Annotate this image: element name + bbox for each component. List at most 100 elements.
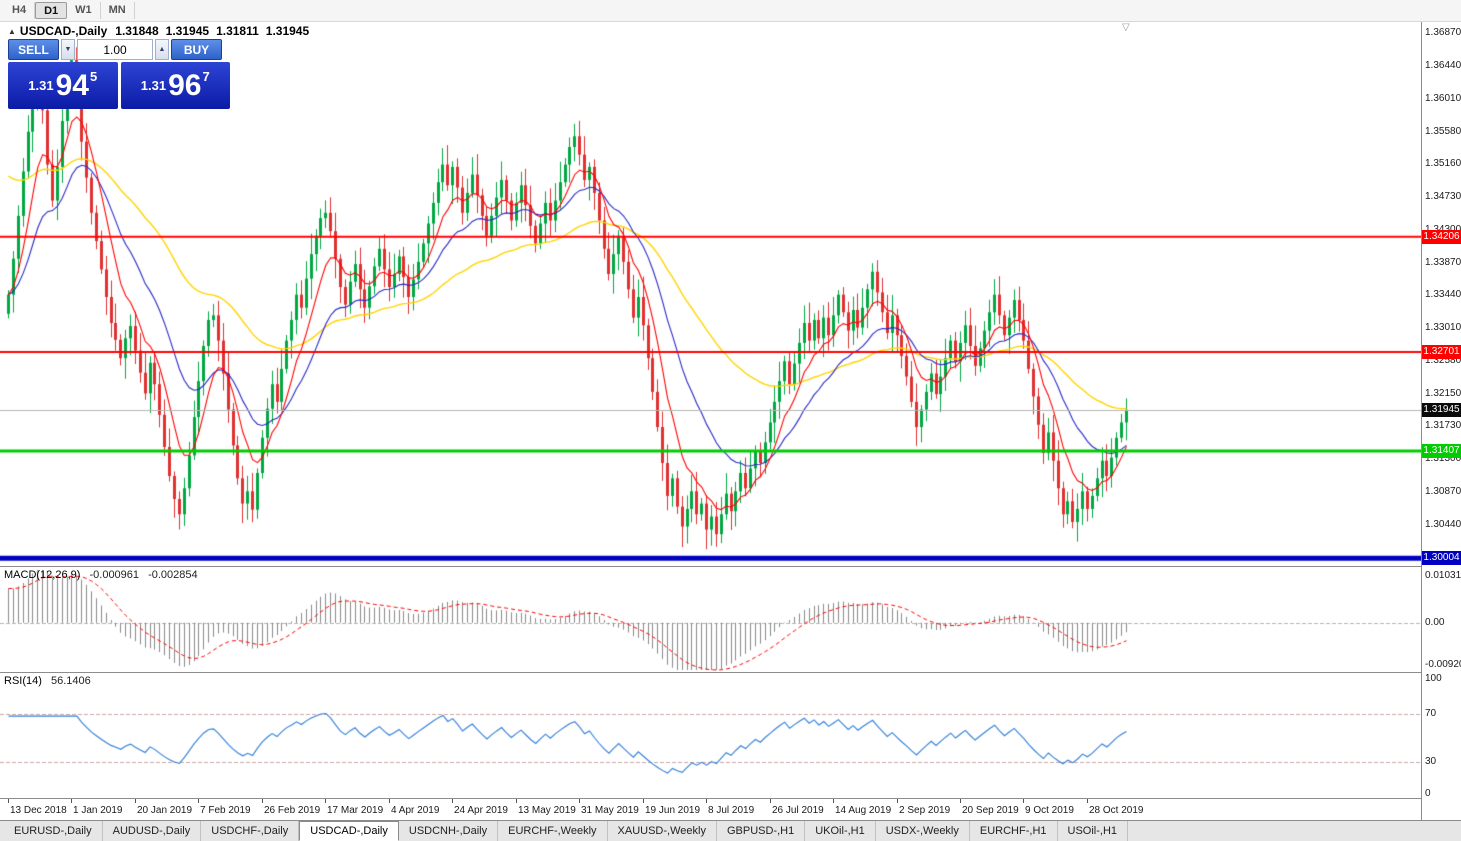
time-axis-tick xyxy=(389,799,390,803)
chart-tab-xauusd-weekly[interactable]: XAUUSD-,Weekly xyxy=(608,821,717,841)
price-tag-support-blue: 1.30004 xyxy=(1422,551,1461,566)
chart-tab-usoil-h1[interactable]: USOil-,H1 xyxy=(1058,821,1129,841)
volume-increase-button[interactable]: ▲ xyxy=(155,39,169,60)
volume-input[interactable] xyxy=(77,39,153,60)
chart-tab-audusd-daily[interactable]: AUDUSD-,Daily xyxy=(103,821,202,841)
time-axis[interactable]: 13 Dec 2018 1 Jan 2019 20 Jan 2019 7 Feb 20… xyxy=(0,798,1421,820)
chart-tab-eurchf-weekly[interactable]: EURCHF-,Weekly xyxy=(498,821,608,841)
bid-pip-digit: 5 xyxy=(89,69,98,84)
time-axis-tick xyxy=(1023,799,1024,803)
price-axis-label: 1.33870 xyxy=(1425,256,1461,268)
chart-tab-gbpusd-h1[interactable]: GBPUSD-,H1 xyxy=(717,821,806,841)
price-axis-label: 1.35160 xyxy=(1425,157,1461,169)
price-axis-label: 1.36010 xyxy=(1425,92,1461,104)
time-axis-tick xyxy=(262,799,263,803)
time-axis-label: 4 Apr 2019 xyxy=(391,805,440,816)
macd-axis-label: 0.00 xyxy=(1425,616,1445,628)
macd-signal-value: -0.002854 xyxy=(148,569,198,581)
time-axis-tick xyxy=(325,799,326,803)
price-axis[interactable]: 1.36870 1.36440 1.36010 1.35580 1.35160 1.347… xyxy=(1421,22,1461,820)
chart-tab-eurchf-h1[interactable]: EURCHF-,H1 xyxy=(970,821,1058,841)
chart-title: ▲ USDCAD-,Daily 1.31848 1.31945 1.31811 … xyxy=(8,24,316,38)
time-axis-label: 20 Sep 2019 xyxy=(962,805,1019,816)
macd-name: MACD(12,26,9) xyxy=(4,569,81,581)
time-axis-label: 19 Jun 2019 xyxy=(645,805,701,816)
ask-price-display[interactable]: 1.31 96 7 xyxy=(120,62,230,109)
chart-close-value: 1.31945 xyxy=(265,24,310,38)
price-axis-label: 1.34730 xyxy=(1425,190,1461,202)
sell-button[interactable]: SELL xyxy=(8,39,59,60)
time-axis-tick xyxy=(516,799,517,803)
time-axis-tick xyxy=(833,799,834,803)
time-axis-label: 14 Aug 2019 xyxy=(835,805,892,816)
rsi-value: 56.1406 xyxy=(50,675,91,687)
chart-tab-bar: EURUSD-,Daily AUDUSD-,Daily USDCHF-,Daily U… xyxy=(0,820,1461,841)
macd-main-value: -0.000961 xyxy=(89,569,140,581)
chart-window: ▽ ▲ USDCAD-,Daily 1.31848 1.31945 1.3181… xyxy=(0,22,1461,820)
trade-controls-row: SELL ▼ ▲ BUY xyxy=(8,39,230,60)
timeframe-toolbar: H4 D1 W1 MN xyxy=(0,0,1461,22)
price-tag-resistance-mid: 1.32701 xyxy=(1422,344,1461,359)
time-axis-label: 26 Jul 2019 xyxy=(772,805,824,816)
macd-axis-label: 0.010311 xyxy=(1425,570,1461,581)
time-axis-label: 1 Jan 2019 xyxy=(73,805,123,816)
bid-price-display[interactable]: 1.31 94 5 xyxy=(8,62,118,109)
rsi-axis-label: 30 xyxy=(1425,756,1437,767)
ask-big-digits: 96 xyxy=(168,68,202,102)
time-axis-tick xyxy=(452,799,453,803)
time-axis-label: 13 Dec 2018 xyxy=(10,805,67,816)
time-axis-label: 28 Oct 2019 xyxy=(1089,805,1144,816)
time-axis-label: 13 May 2019 xyxy=(518,805,576,816)
one-click-toggle-icon[interactable]: ▲ xyxy=(8,26,16,36)
chart-tab-ukoil-h1[interactable]: UKOil-,H1 xyxy=(805,821,876,841)
rsi-axis-label: 0 xyxy=(1425,788,1431,799)
timeframe-button-d1[interactable]: D1 xyxy=(35,2,68,19)
timeframe-button-h4[interactable]: H4 xyxy=(4,2,36,19)
time-axis-label: 17 Mar 2019 xyxy=(327,805,384,816)
pane-separator-macd[interactable] xyxy=(0,566,1461,567)
pane-separator-rsi[interactable] xyxy=(0,672,1461,673)
ask-prefix: 1.31 xyxy=(140,78,167,93)
price-axis-label: 1.36870 xyxy=(1425,27,1461,39)
time-axis-tick xyxy=(71,799,72,803)
bid-prefix: 1.31 xyxy=(28,78,54,93)
chart-open-value: 1.31848 xyxy=(115,24,159,38)
rsi-indicator-label: RSI(14) 56.1406 xyxy=(4,675,91,687)
time-axis-tick xyxy=(706,799,707,803)
price-axis-label: 1.34300 xyxy=(1425,224,1461,235)
price-tag-current: 1.31945 xyxy=(1422,402,1461,417)
chart-tab-usdcnh-daily[interactable]: USDCNH-,Daily xyxy=(399,821,499,841)
volume-decrease-button[interactable]: ▼ xyxy=(61,39,75,60)
time-axis-label: 2 Sep 2019 xyxy=(899,805,951,816)
rsi-name: RSI(14) xyxy=(4,675,42,687)
price-axis-label: 1.36440 xyxy=(1425,59,1461,71)
price-axis-label: 1.32150 xyxy=(1425,388,1461,400)
time-axis-tick xyxy=(579,799,580,803)
chart-tab-usdcad-daily[interactable]: USDCAD-,Daily xyxy=(299,821,399,841)
price-axis-label: 1.32580 xyxy=(1425,355,1461,367)
time-axis-label: 31 May 2019 xyxy=(581,805,639,816)
timeframe-button-w1[interactable]: W1 xyxy=(67,2,101,19)
time-axis-label: 7 Feb 2019 xyxy=(200,805,251,816)
time-axis-tick xyxy=(8,799,9,803)
time-axis-label: 8 Jul 2019 xyxy=(708,805,755,816)
ask-pip-digit: 7 xyxy=(202,69,210,84)
time-axis-label: 20 Jan 2019 xyxy=(137,805,193,816)
buy-button[interactable]: BUY xyxy=(171,39,222,60)
macd-indicator-label: MACD(12,26,9) -0.000961 -0.002854 xyxy=(4,569,198,581)
chart-symbol-label: USDCAD-,Daily xyxy=(19,24,108,38)
quote-display-row: 1.31 94 5 1.31 96 7 xyxy=(8,62,230,109)
chart-tab-usdx-weekly[interactable]: USDX-,Weekly xyxy=(876,821,970,841)
price-chart-canvas[interactable] xyxy=(0,22,1421,798)
macd-axis-label: -0.009204 xyxy=(1425,659,1461,670)
chart-tab-usdchf-daily[interactable]: USDCHF-,Daily xyxy=(201,821,300,841)
time-axis-tick xyxy=(198,799,199,803)
price-axis-label: 1.31300 xyxy=(1425,453,1461,465)
timeframe-button-mn[interactable]: MN xyxy=(101,2,135,19)
chart-tab-eurusd-daily[interactable]: EURUSD-,Daily xyxy=(4,821,103,841)
price-axis-label: 1.30440 xyxy=(1425,518,1461,530)
time-axis-label: 26 Feb 2019 xyxy=(264,805,321,816)
